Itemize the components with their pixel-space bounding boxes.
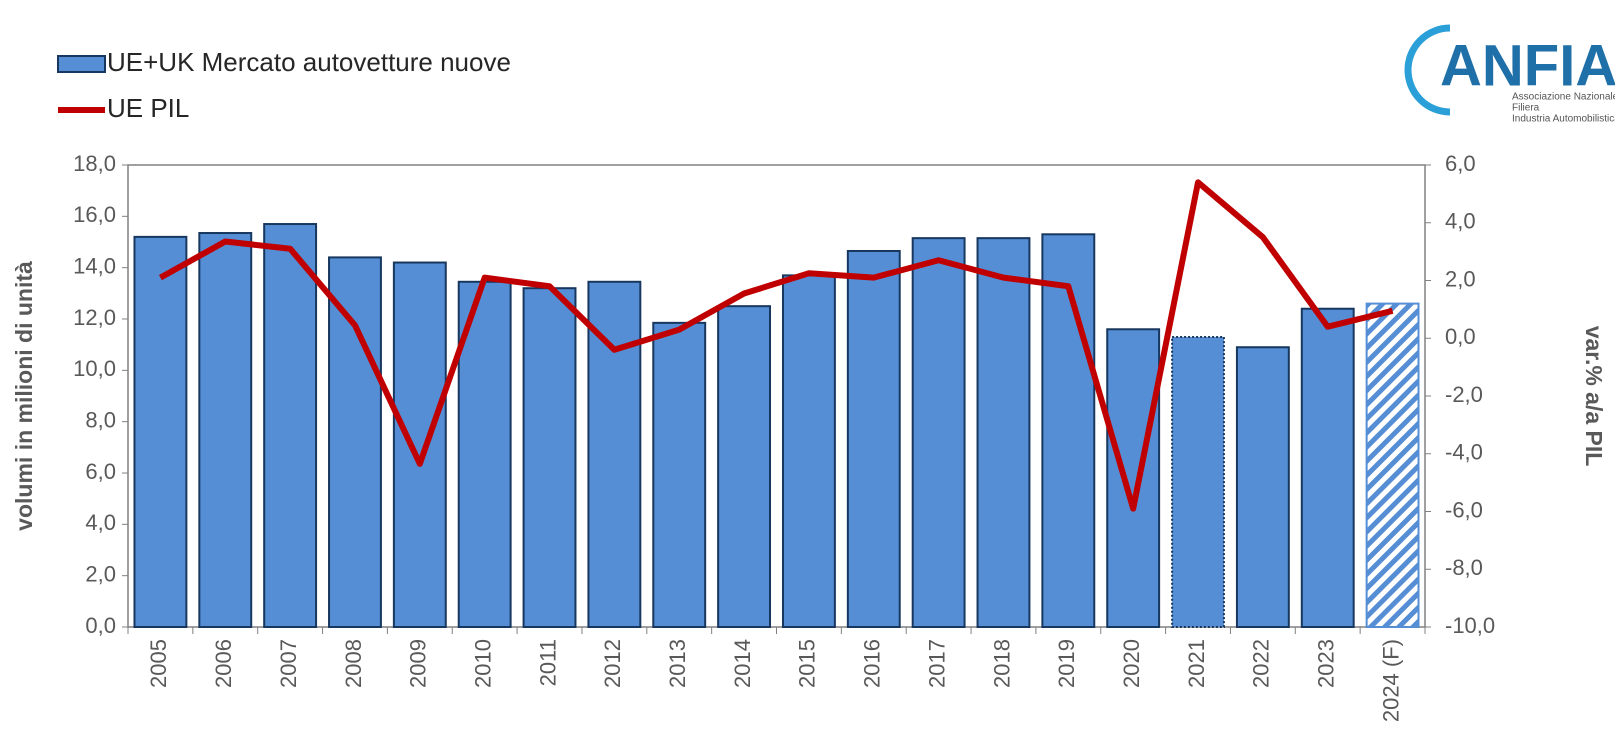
legend-label: UE+UK Mercato autovetture nuove <box>107 47 511 77</box>
bar <box>976 237 1031 628</box>
x-tick-label: 2009 <box>406 639 431 688</box>
y2-tick-label: -6,0 <box>1445 497 1483 522</box>
y-axis-label: volumi in milioni di unità <box>11 261 37 531</box>
y2-tick-label: 4,0 <box>1445 209 1476 234</box>
x-tick-label: 2008 <box>341 639 366 688</box>
x-tick-label: 2005 <box>146 639 171 688</box>
y-tick-label: 14,0 <box>73 253 116 278</box>
bar <box>1235 346 1290 628</box>
logo-subtitle: Industria Automobilistica <box>1512 114 1615 125</box>
x-tick-label: 2016 <box>860 639 885 688</box>
x-tick-label: 2020 <box>1119 639 1144 688</box>
bar <box>198 232 253 628</box>
bar <box>328 256 382 628</box>
bar <box>652 321 707 628</box>
y-tick-label: 6,0 <box>85 459 116 484</box>
bar <box>1365 302 1420 628</box>
x-tick-label: 2007 <box>276 639 301 688</box>
y2-tick-label: 2,0 <box>1445 266 1476 291</box>
x-tick-label: 2010 <box>470 639 495 688</box>
legend-swatch <box>57 55 106 73</box>
y-tick-label: 0,0 <box>85 613 116 638</box>
y2-tick-label: -4,0 <box>1445 440 1483 465</box>
logo: ANFIA Associazione Nazionale Filiera Ind… <box>1404 24 1615 125</box>
y-tick-label: 4,0 <box>85 510 116 535</box>
x-tick-label: 2011 <box>535 639 560 686</box>
y-tick-label: 16,0 <box>73 202 116 227</box>
bar <box>392 261 447 628</box>
logo-arc <box>1404 24 1451 116</box>
x-tick-label: 2014 <box>730 639 755 688</box>
logo-subtitle: Associazione Nazionale <box>1512 92 1615 103</box>
bar <box>846 249 901 628</box>
bar <box>1041 233 1096 629</box>
x-tick-label: 2018 <box>989 639 1014 688</box>
bar <box>717 305 772 628</box>
y-tick-label: 18,0 <box>73 151 116 176</box>
y-tick-label: 8,0 <box>85 407 116 432</box>
bar <box>522 287 577 628</box>
x-tick-label: 2012 <box>600 639 625 688</box>
x-tick-label: 2022 <box>1249 639 1274 688</box>
logo-subtitle: Filiera <box>1512 103 1540 114</box>
y2-tick-label: -2,0 <box>1445 382 1483 407</box>
bar <box>911 237 966 628</box>
x-tick-label: 2006 <box>211 639 236 688</box>
y2-axis-label: var.% a/a PIL <box>1581 326 1607 467</box>
y-tick-label: 2,0 <box>85 561 116 586</box>
line <box>158 179 1394 512</box>
x-tick-label: 2015 <box>795 639 820 688</box>
y2-tick-label: -10,0 <box>1445 613 1495 638</box>
bar <box>587 280 642 628</box>
x-tick-label: 2021 <box>1184 639 1209 688</box>
logo-title: ANFIA <box>1440 33 1615 98</box>
x-tick-label: 2019 <box>1054 639 1079 688</box>
x-tick-label: 2013 <box>665 639 690 688</box>
bar <box>1106 328 1161 628</box>
y2-tick-label: -8,0 <box>1445 555 1483 580</box>
y2-tick-label: 0,0 <box>1445 324 1476 349</box>
bar <box>781 274 836 628</box>
x-tick-label: 2017 <box>924 639 949 688</box>
bar <box>263 223 318 629</box>
x-tick-label: 2024 (F) <box>1378 639 1403 722</box>
legend-label: UE PIL <box>107 93 189 123</box>
y-tick-label: 10,0 <box>73 356 116 381</box>
y-tick-label: 12,0 <box>73 305 116 330</box>
bar <box>1171 335 1225 628</box>
bar <box>1300 307 1355 628</box>
y2-tick-label: 6,0 <box>1445 151 1476 176</box>
bar <box>133 235 188 628</box>
x-tick-label: 2023 <box>1314 639 1339 688</box>
plot-frame <box>127 164 1426 628</box>
